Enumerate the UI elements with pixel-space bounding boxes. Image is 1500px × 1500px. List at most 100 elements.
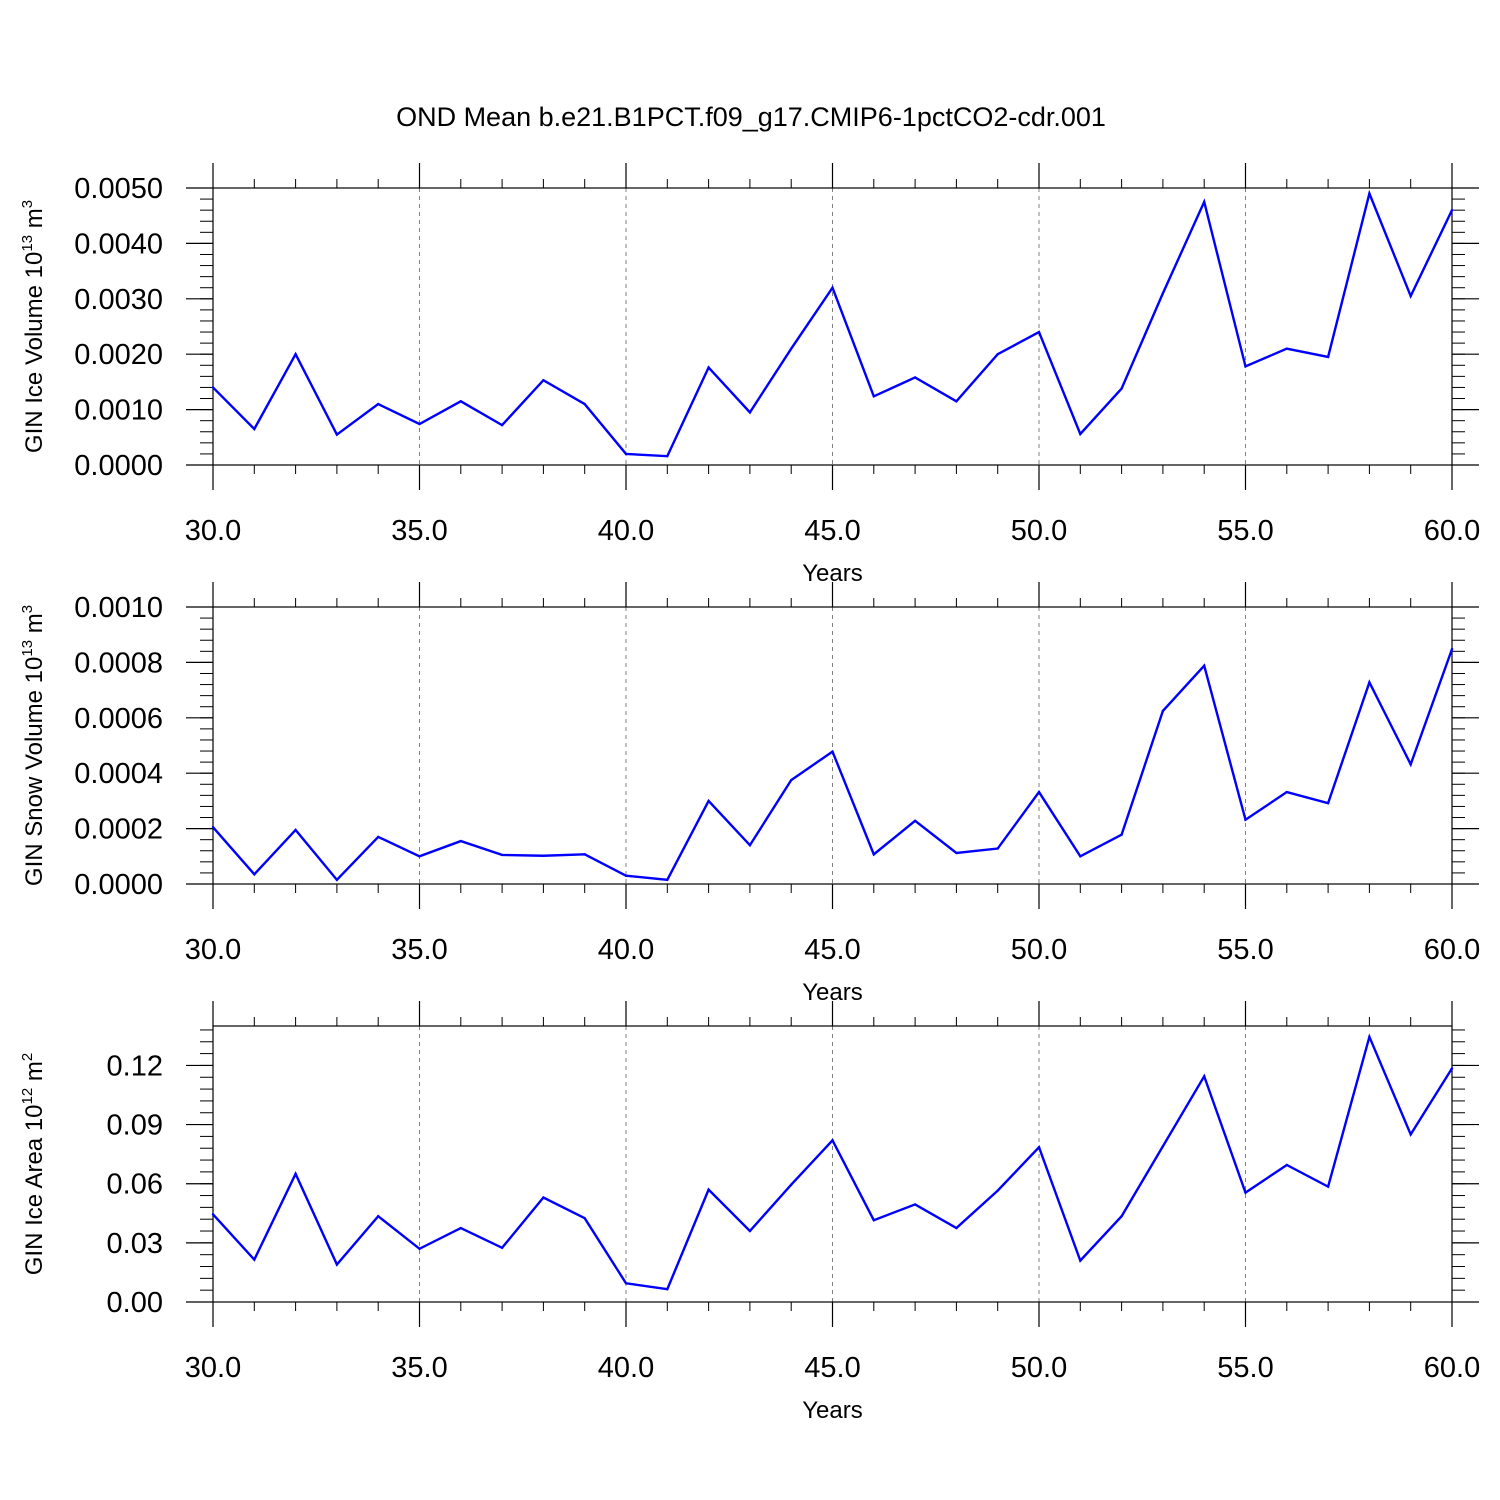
y-tick-label: 0.0010	[74, 395, 163, 427]
y-tick-label: 0.09	[107, 1110, 163, 1142]
y-axis-label: GIN Ice Volume 1013 m3	[19, 200, 48, 453]
data-point	[542, 854, 545, 857]
data-point	[707, 366, 710, 369]
x-tick-label: 35.0	[391, 934, 447, 966]
data-point	[790, 347, 793, 350]
y-axis-unit-exponent: 13	[19, 235, 36, 252]
data-point	[418, 1247, 421, 1250]
data-point	[624, 452, 628, 456]
data-point	[872, 853, 875, 856]
y-axis-unit-tail: m	[21, 208, 48, 228]
data-point	[1037, 330, 1041, 334]
x-tick-label: 50.0	[1011, 515, 1067, 547]
data-point	[294, 1172, 297, 1176]
y-tick-label: 0.03	[107, 1228, 163, 1260]
x-tick-label: 45.0	[804, 515, 860, 547]
data-point	[500, 1246, 504, 1249]
data-point	[748, 411, 752, 414]
data-point	[1285, 1163, 1289, 1167]
y-tick-label: 0.0050	[74, 173, 163, 205]
data-point	[542, 379, 545, 382]
data-point	[1161, 292, 1165, 295]
data-point	[459, 400, 462, 403]
data-point	[459, 1226, 462, 1230]
data-point	[583, 402, 586, 406]
data-point	[1244, 818, 1247, 821]
data-point	[211, 826, 215, 829]
x-tick-label: 60.0	[1424, 1352, 1480, 1384]
y-axis-unit-tail: m	[21, 1061, 48, 1081]
data-point	[542, 1196, 545, 1199]
data-point	[913, 1203, 917, 1206]
x-tick-label: 30.0	[185, 1352, 241, 1384]
chart-panel-3: 30.0 35.0 40.0 45.0 50.0 55.0 60.0 0.00 0.03 0.06…	[19, 1001, 1480, 1424]
x-tick-label: 40.0	[598, 934, 654, 966]
data-point	[377, 1215, 380, 1218]
y-tick-label: 0.12	[107, 1050, 163, 1082]
data-point	[1203, 1075, 1206, 1078]
y-axis-unit-exponent: 12	[19, 1088, 36, 1105]
y-tick-label: 0.0008	[74, 647, 163, 679]
y-axis-unit-tail-exponent: 2	[19, 1053, 36, 1061]
x-axis-label: Years	[802, 1397, 863, 1424]
y-tick-label: 0.0004	[74, 758, 163, 790]
data-point	[1409, 763, 1412, 766]
data-point	[913, 376, 917, 379]
y-tick-label: 0.0040	[74, 228, 163, 260]
y-tick-label: 0.0020	[74, 339, 163, 371]
data-point	[1450, 1067, 1454, 1070]
data-point	[1203, 664, 1206, 667]
data-point	[707, 799, 710, 803]
data-point	[377, 835, 380, 839]
data-point	[418, 855, 421, 858]
data-point	[624, 1282, 628, 1285]
data-point	[1079, 432, 1082, 436]
data-point	[1037, 1146, 1041, 1149]
data-point	[996, 1189, 999, 1192]
data-point	[1368, 681, 1371, 684]
data-point	[294, 828, 297, 832]
data-point	[1161, 709, 1165, 713]
data-point	[955, 1226, 958, 1230]
data-point	[377, 402, 380, 406]
y-axis-label-space	[21, 1081, 48, 1088]
data-point	[748, 1229, 752, 1233]
x-tick-label: 40.0	[598, 1352, 654, 1384]
data-point	[1409, 294, 1412, 298]
data-point	[1079, 855, 1082, 858]
y-axis-label: GIN Ice Area 1012 m2	[19, 1053, 48, 1275]
data-point	[335, 878, 339, 882]
y-axis-label-name: GIN Ice Volume	[21, 285, 48, 453]
y-tick-label: 0.0010	[74, 592, 163, 624]
y-axis-unit-tail-exponent: 3	[19, 605, 36, 613]
y-tick-label: 0.06	[107, 1169, 163, 1201]
y-axis-label-space	[21, 1131, 48, 1138]
data-point	[253, 1258, 256, 1261]
y-axis-unit-tail-exponent: 3	[19, 200, 36, 208]
x-tick-label: 55.0	[1217, 1352, 1273, 1384]
data-point	[872, 1218, 875, 1222]
data-point	[666, 454, 669, 458]
data-point	[253, 427, 256, 431]
data-point	[583, 1217, 586, 1220]
y-axis-label-name: GIN Snow Volume	[21, 690, 48, 886]
data-point	[1285, 790, 1289, 794]
y-axis-unit-tail: m	[21, 613, 48, 633]
data-point	[913, 819, 917, 823]
x-tick-label: 60.0	[1424, 934, 1480, 966]
data-point	[1409, 1133, 1412, 1136]
data-point	[1120, 833, 1123, 836]
y-axis-label-name: GIN Ice Area	[21, 1137, 48, 1275]
y-tick-label: 0.0000	[74, 869, 163, 901]
data-point	[666, 878, 669, 882]
data-point	[955, 851, 958, 855]
data-point	[418, 422, 421, 426]
data-point	[831, 1139, 834, 1142]
data-point	[1244, 365, 1247, 368]
panels: 30.0 35.0 40.0 45.0 50.0 55.0 60.0 0.0000 0.0010…	[19, 163, 1480, 1424]
data-point	[1079, 1259, 1082, 1262]
data-point	[831, 750, 834, 753]
data-point	[211, 386, 215, 389]
